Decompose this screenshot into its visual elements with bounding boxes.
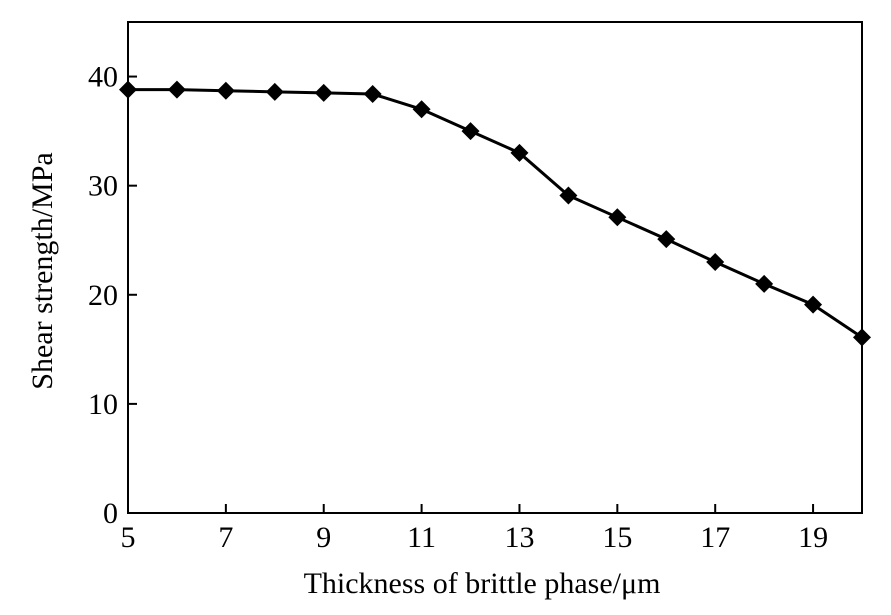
x-tick-label: 5 — [121, 521, 136, 554]
x-tick-label: 19 — [798, 521, 828, 554]
series-line — [128, 88, 863, 339]
data-point-marker — [363, 85, 382, 104]
data-point-marker — [265, 82, 284, 101]
x-tick-label: 13 — [504, 521, 534, 554]
y-tick-label: 20 — [88, 279, 118, 312]
x-axis-label: Thickness of brittle phase/μm — [304, 567, 661, 600]
data-point-marker — [412, 100, 431, 119]
x-tick-label: 15 — [602, 521, 632, 554]
x-tick-label: 11 — [407, 521, 436, 554]
axes — [127, 21, 863, 514]
data-point-marker — [706, 253, 725, 272]
data-point-marker — [216, 81, 235, 100]
data-point-marker — [608, 208, 627, 227]
y-axis-label: Shear strength/MPa — [26, 152, 59, 389]
y-tick-label: 0 — [103, 497, 118, 530]
data-point-marker — [853, 328, 871, 347]
x-tick-label: 7 — [218, 521, 233, 554]
x-tick-label: 9 — [316, 521, 331, 554]
data-point-marker — [461, 122, 480, 141]
data-point-marker — [167, 80, 186, 99]
data-point-marker — [804, 295, 823, 314]
y-tick-label: 40 — [88, 61, 118, 94]
data-point-marker — [657, 230, 676, 249]
data-point-marker — [755, 274, 774, 293]
ticks: 5 7 9 11 13 15 17 19 0 10 20 30 40 — [88, 61, 828, 554]
series-layer — [119, 80, 871, 347]
y-tick-label: 10 — [88, 388, 118, 421]
data-point-marker — [119, 80, 137, 99]
y-tick-label: 30 — [88, 170, 118, 203]
x-tick-label: 17 — [700, 521, 730, 554]
data-point-marker — [559, 186, 578, 205]
plot-frame — [127, 21, 863, 514]
data-point-marker — [314, 83, 333, 102]
data-point-marker — [510, 143, 529, 162]
